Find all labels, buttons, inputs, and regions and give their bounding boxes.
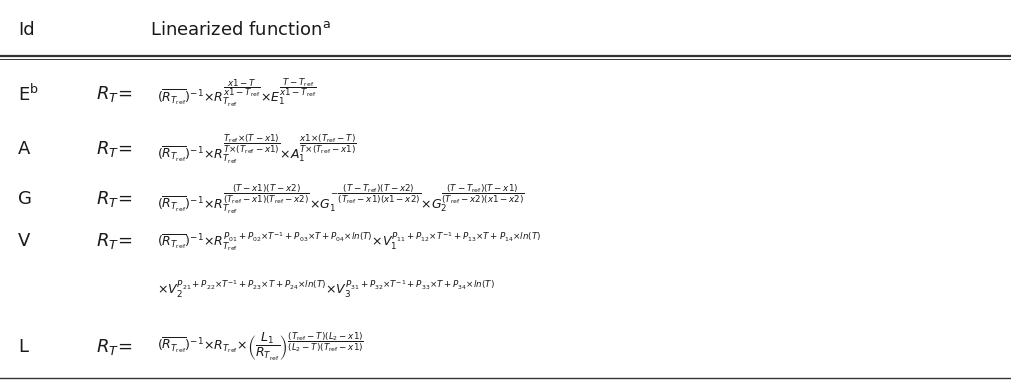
Text: $(\overline{R_{T_{\mathrm{ref}}}})^{-1}{\times}R_{T_{\mathrm{ref}}}^{\dfrac{(T-x: $(\overline{R_{T_{\mathrm{ref}}}})^{-1}{… xyxy=(157,183,525,216)
Text: ${\times}V_2^{P_{21}+P_{22}{\times}T^{-1}+P_{23}{\times}T+P_{24}{\times}ln(T)}{\: ${\times}V_2^{P_{21}+P_{22}{\times}T^{-1… xyxy=(157,278,494,300)
Text: $R_T\!=\!$: $R_T\!=\!$ xyxy=(96,337,132,357)
Text: $(\overline{R_{T_{\mathrm{ref}}}})^{-1}{\times}R_{T_{\mathrm{ref}}}^{P_{01}+P_{0: $(\overline{R_{T_{\mathrm{ref}}}})^{-1}{… xyxy=(157,230,541,253)
Text: A: A xyxy=(18,141,30,158)
Text: $(\overline{R_{T_{\mathrm{ref}}}})^{-1}{\times}R_{T_{\mathrm{ref}}}{\times}\left: $(\overline{R_{T_{\mathrm{ref}}}})^{-1}{… xyxy=(157,331,364,363)
Text: $(\overline{R_{T_{\mathrm{ref}}}})^{-1}{\times}R_{T_{\mathrm{ref}}}^{\dfrac{T_{\: $(\overline{R_{T_{\mathrm{ref}}}})^{-1}{… xyxy=(157,133,356,166)
Text: $(\overline{R_{T_{\mathrm{ref}}}})^{-1}{\times}R_{T_{\mathrm{ref}}}^{\dfrac{x1-T: $(\overline{R_{T_{\mathrm{ref}}}})^{-1}{… xyxy=(157,77,316,110)
Text: $R_T\!=\!$: $R_T\!=\!$ xyxy=(96,231,132,251)
Text: E$^\mathregular{b}$: E$^\mathregular{b}$ xyxy=(18,83,39,105)
Text: $R_T\!=\!$: $R_T\!=\!$ xyxy=(96,189,132,209)
Text: L: L xyxy=(18,338,28,355)
Text: $R_T\!=\!$: $R_T\!=\!$ xyxy=(96,139,132,159)
Text: Id: Id xyxy=(18,21,34,39)
Text: V: V xyxy=(18,232,30,250)
Text: $R_T\!=\!$: $R_T\!=\!$ xyxy=(96,84,132,104)
Text: G: G xyxy=(18,190,32,208)
Text: Linearized function$^\mathregular{a}$: Linearized function$^\mathregular{a}$ xyxy=(150,21,331,39)
